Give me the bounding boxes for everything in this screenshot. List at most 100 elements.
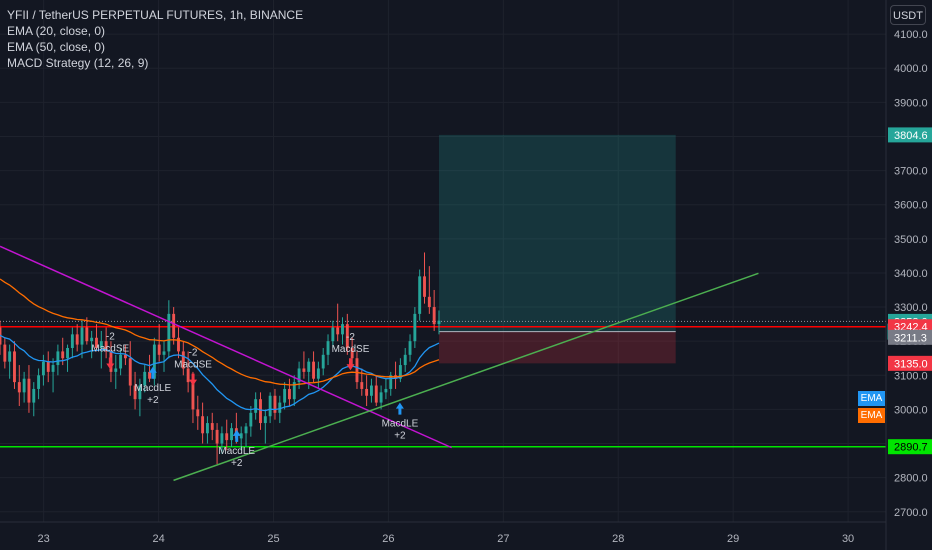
candle-body bbox=[3, 344, 7, 362]
candle-body bbox=[17, 382, 21, 393]
signal-qty: +2 bbox=[394, 431, 406, 442]
time-tick-label: 25 bbox=[267, 533, 279, 545]
signal-label: MacdSE bbox=[91, 344, 129, 355]
signal-qty: -2 bbox=[106, 332, 115, 343]
candle-body bbox=[191, 382, 195, 410]
signal-qty: -2 bbox=[346, 332, 355, 343]
signal-qty: -2 bbox=[189, 348, 198, 359]
signal-label: MacdLE bbox=[382, 419, 419, 430]
candle-body bbox=[427, 296, 431, 308]
price-label-stop bbox=[888, 355, 932, 371]
legend-ema50[interactable]: EMA (50, close, 0) bbox=[7, 40, 106, 54]
candle-body bbox=[167, 313, 171, 352]
candle-body bbox=[177, 337, 180, 352]
candle-body bbox=[22, 378, 26, 393]
candle-body bbox=[437, 320, 441, 325]
candle-body bbox=[148, 371, 151, 379]
position-target-zone bbox=[438, 134, 676, 332]
signal-qty: +2 bbox=[147, 395, 159, 406]
candle-body bbox=[114, 368, 118, 372]
candle-body bbox=[27, 378, 31, 403]
candle-body bbox=[423, 276, 426, 297]
candle-body bbox=[196, 409, 200, 417]
candle-body bbox=[321, 354, 325, 369]
price-label-target bbox=[888, 127, 932, 143]
price-tick-label: 3500.0 bbox=[894, 234, 928, 246]
price-tick-label: 3000.0 bbox=[894, 404, 928, 416]
legend-macd[interactable]: MACD Strategy (12, 26, 9) bbox=[7, 56, 149, 70]
price-tick-label: 3300.0 bbox=[894, 302, 928, 314]
long-arrow-icon bbox=[232, 429, 241, 442]
time-tick-label: 27 bbox=[497, 533, 509, 545]
candle-body bbox=[292, 382, 296, 400]
candle-body bbox=[172, 313, 176, 338]
ema20-line bbox=[0, 334, 440, 412]
candle-body bbox=[56, 351, 60, 366]
time-tick-label: 26 bbox=[382, 533, 394, 545]
candle-body bbox=[389, 375, 393, 389]
candle-body bbox=[379, 392, 383, 403]
short-arrow-icon bbox=[106, 357, 115, 370]
price-label-text: 2890.7 bbox=[894, 442, 928, 454]
candle-body bbox=[278, 402, 282, 413]
candle-body bbox=[360, 382, 364, 389]
price-tick-label: 2800.0 bbox=[894, 473, 928, 485]
candle-body bbox=[230, 428, 233, 441]
candle-body bbox=[119, 354, 123, 369]
candle-body bbox=[152, 344, 156, 379]
signal-label: MacdSE bbox=[332, 344, 370, 355]
candle-body bbox=[186, 368, 190, 383]
price-tick-label: 3700.0 bbox=[894, 166, 928, 178]
candle-body bbox=[104, 341, 108, 352]
candle-body bbox=[369, 385, 373, 396]
candle-body bbox=[398, 365, 402, 379]
candle-body bbox=[143, 371, 147, 386]
candle-body bbox=[413, 313, 417, 342]
candle-body bbox=[205, 423, 209, 434]
candle-body bbox=[432, 307, 436, 325]
candle-body bbox=[95, 337, 98, 348]
signal-label: MacdSE bbox=[174, 360, 212, 371]
candle-body bbox=[239, 433, 243, 439]
candle-body bbox=[316, 368, 320, 379]
candle-body bbox=[384, 388, 388, 393]
candle-body bbox=[283, 388, 287, 403]
currency-button[interactable]: USDT bbox=[890, 5, 926, 25]
candle-body bbox=[336, 327, 340, 335]
legend-ema20[interactable]: EMA (20, close, 0) bbox=[7, 24, 106, 38]
candle-body bbox=[273, 395, 277, 413]
candle-body bbox=[215, 429, 219, 444]
candle-body bbox=[287, 388, 291, 400]
candle-body bbox=[374, 385, 378, 403]
time-tick-label: 30 bbox=[842, 533, 854, 545]
candle-body bbox=[138, 385, 142, 400]
candle-body bbox=[210, 423, 214, 430]
candle-body bbox=[350, 348, 354, 359]
signal-qty: +2 bbox=[231, 458, 243, 469]
position-stop-zone bbox=[438, 331, 676, 364]
price-label-ema bbox=[888, 329, 932, 345]
candle-body bbox=[32, 388, 36, 403]
candle-body bbox=[128, 358, 132, 386]
price-tick-label: 4000.0 bbox=[894, 63, 928, 75]
candle-body bbox=[263, 416, 267, 424]
candle-body bbox=[345, 324, 349, 348]
long-arrow-icon bbox=[148, 366, 157, 379]
candle-body bbox=[225, 433, 229, 441]
legend-symbol[interactable]: YFII / TetherUS PERPETUAL FUTURES, 1h, B… bbox=[7, 8, 304, 22]
candle-body bbox=[66, 348, 69, 359]
price-tick-label: 2700.0 bbox=[894, 507, 928, 519]
ema20-badge: EMA bbox=[858, 391, 885, 406]
long-arrow-icon bbox=[395, 402, 404, 415]
price-tick-label: 3600.0 bbox=[894, 200, 928, 212]
short-arrow-icon bbox=[346, 358, 355, 371]
candle-body bbox=[80, 327, 84, 345]
candle-body bbox=[341, 324, 344, 335]
candle-body bbox=[312, 361, 316, 379]
candle-body bbox=[46, 361, 50, 372]
candle-body bbox=[365, 388, 369, 396]
candle-body bbox=[61, 351, 65, 359]
candle-body bbox=[99, 341, 103, 348]
